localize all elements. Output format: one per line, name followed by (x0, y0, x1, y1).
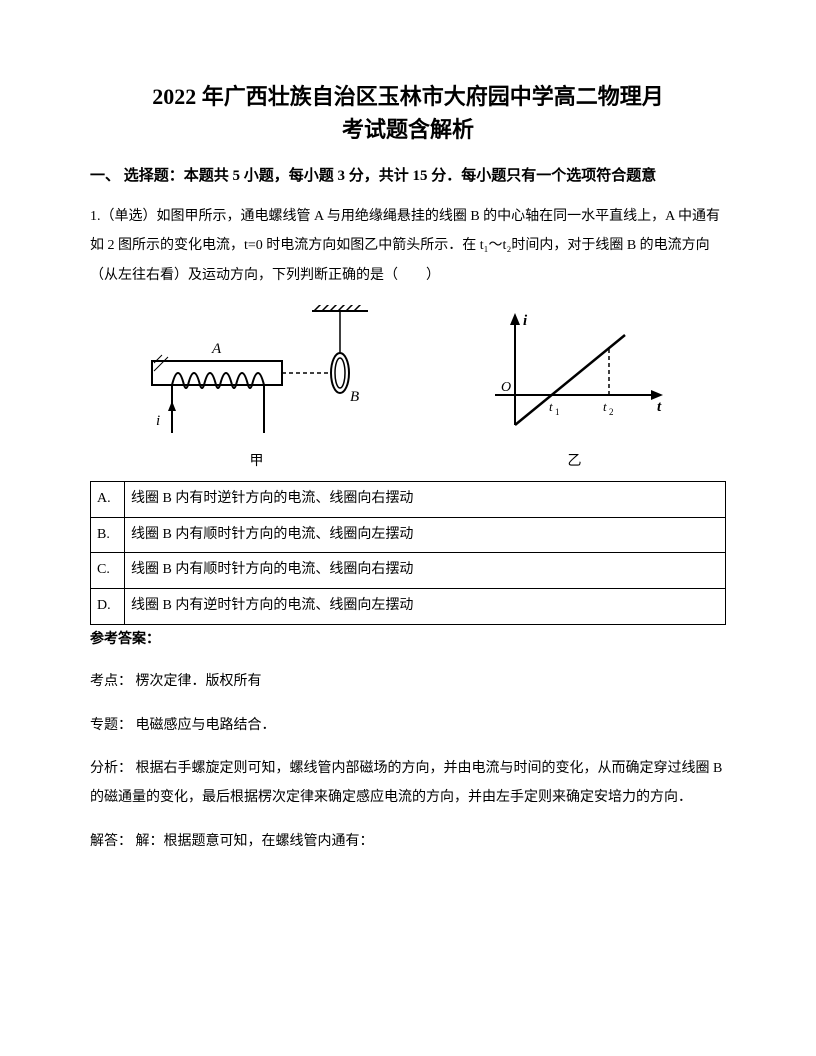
fenxi-text: 分析： 根据右手螺旋定则可知，螺线管内部磁场的方向，并由电流与时间的变化，从而确… (90, 754, 726, 813)
options-table: A. 线圈 B 内有时逆针方向的电流、线圈向右摆动 B. 线圈 B 内有顺时针方… (90, 481, 726, 624)
svg-text:i: i (156, 413, 160, 429)
svg-text:2: 2 (609, 407, 614, 417)
svg-text:B: B (350, 389, 359, 405)
answer-label: 参考答案： (90, 627, 726, 654)
figure-left-caption: 甲 (250, 449, 264, 476)
title-line-1: 2022 年广西壮族自治区玉林市大府园中学高二物理月 (152, 84, 664, 109)
option-letter: D. (91, 588, 125, 624)
figure-right-wrap: t 1 t 2 i O t 乙 (475, 305, 675, 476)
page-title: 2022 年广西壮族自治区玉林市大府园中学高二物理月 考试题含解析 (90, 80, 726, 146)
option-text: 线圈 B 内有时逆针方向的电流、线圈向右摆动 (125, 482, 726, 518)
option-letter: B. (91, 517, 125, 553)
svg-text:1: 1 (555, 407, 560, 417)
table-row: B. 线圈 B 内有顺时针方向的电流、线圈向左摆动 (91, 517, 726, 553)
svg-text:t: t (603, 399, 607, 414)
option-text: 线圈 B 内有顺时针方向的电流、线圈向右摆动 (125, 553, 726, 589)
figure-row: B i A (90, 300, 726, 475)
svg-text:O: O (501, 380, 511, 395)
option-text: 线圈 B 内有逆时针方向的电流、线圈向左摆动 (125, 588, 726, 624)
svg-text:t: t (549, 399, 553, 414)
zhuanti-text: 专题： 电磁感应与电路结合． (90, 711, 726, 740)
table-row: A. 线圈 B 内有时逆针方向的电流、线圈向右摆动 (91, 482, 726, 518)
table-row: C. 线圈 B 内有顺时针方向的电流、线圈向右摆动 (91, 553, 726, 589)
title-line-2: 考试题含解析 (342, 117, 474, 142)
svg-text:A: A (211, 341, 222, 357)
figure-right-caption: 乙 (568, 449, 582, 476)
option-letter: C. (91, 553, 125, 589)
question-1-text: 1.（单选）如图甲所示，通电螺线管 A 与用绝缘绳悬挂的线圈 B 的中心轴在同一… (90, 202, 726, 290)
option-text: 线圈 B 内有顺时针方向的电流、线圈向左摆动 (125, 517, 726, 553)
jieda-text: 解答： 解：根据题意可知，在螺线管内通有： (90, 827, 726, 856)
kaodian-text: 考点： 楞次定律．版权所有 (90, 667, 726, 696)
current-time-graph: t 1 t 2 i O t (475, 305, 675, 445)
table-row: D. 线圈 B 内有逆时针方向的电流、线圈向左摆动 (91, 588, 726, 624)
svg-text:i: i (523, 313, 528, 329)
section-header: 一、 选择题：本题共 5 小题，每小题 3 分，共计 15 分．每小题只有一个选… (90, 164, 726, 188)
option-letter: A. (91, 482, 125, 518)
svg-text:t: t (657, 399, 662, 415)
figure-left-wrap: B i A (142, 305, 372, 476)
solenoid-diagram: B i A (142, 305, 372, 445)
